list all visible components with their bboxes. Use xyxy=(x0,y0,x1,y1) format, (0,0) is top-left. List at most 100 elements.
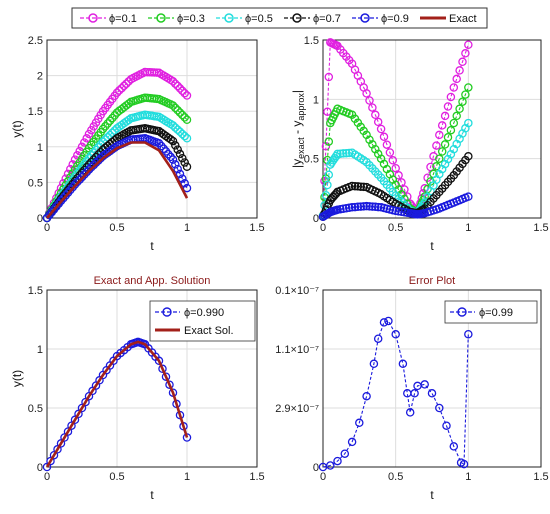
x-tick-label: 1.5 xyxy=(533,222,548,234)
legend-marker xyxy=(88,13,98,23)
data-point xyxy=(330,153,339,163)
panel-error-plot: 0 0.5 1 1.5 0 2.9×10⁻⁷ 1.1×10⁻⁷ 0.1×10⁻⁷ t Error … xyxy=(275,275,548,502)
data-point xyxy=(371,110,380,120)
y-tick-label: 1 xyxy=(37,142,43,154)
data-point xyxy=(63,188,73,197)
legend-label: Exact xyxy=(449,13,477,25)
data-point xyxy=(342,148,351,158)
plot-frame xyxy=(46,39,258,219)
data-point xyxy=(327,158,336,167)
x-tick-label: 1 xyxy=(184,222,190,234)
x-tick-label: 0 xyxy=(44,222,50,234)
x-tick-label: 1 xyxy=(184,471,190,483)
x-axis-label: t xyxy=(430,239,434,253)
y-tick-label: 0 xyxy=(313,213,319,225)
x-axis-label: t xyxy=(150,239,154,253)
data-point xyxy=(347,181,357,191)
data-point xyxy=(180,88,189,98)
data-point xyxy=(371,202,380,212)
data-point xyxy=(178,86,187,96)
legend-label: ϕ=0.1 xyxy=(109,13,137,25)
data-point xyxy=(326,160,335,169)
legend-marker xyxy=(156,13,166,23)
y-tick-label: 0.5 xyxy=(304,154,319,166)
data-point xyxy=(175,169,185,179)
data-point xyxy=(173,81,182,91)
data-point xyxy=(394,171,403,180)
plot-frame xyxy=(322,39,542,219)
legend-marker xyxy=(224,13,234,23)
series-line xyxy=(46,127,188,219)
data-point xyxy=(98,124,108,134)
data-point xyxy=(369,359,379,369)
data-point xyxy=(180,113,189,122)
data-point xyxy=(426,162,435,172)
data-point xyxy=(464,192,473,201)
data-point xyxy=(333,149,342,159)
x-tick-label: 0 xyxy=(320,471,326,483)
data-point xyxy=(59,193,68,203)
y-tick-label: 2 xyxy=(37,71,43,83)
data-point xyxy=(161,372,171,381)
data-point xyxy=(103,119,112,128)
data-point xyxy=(171,79,180,88)
data-point xyxy=(461,90,470,99)
data-point xyxy=(84,165,94,174)
x-tick-label: 1.5 xyxy=(249,471,264,483)
data-point xyxy=(464,83,473,92)
data-point xyxy=(446,92,456,102)
panel-legend-label: ϕ=0.99 xyxy=(479,307,513,319)
data-point xyxy=(124,115,133,125)
data-point xyxy=(388,156,398,165)
data-point xyxy=(158,364,167,374)
x-axis-label: t xyxy=(430,488,434,502)
data-point xyxy=(405,408,415,417)
data-point xyxy=(353,182,363,191)
y-tick-label: 1.5 xyxy=(28,285,43,297)
panel-legend: ϕ=0.99 xyxy=(444,300,538,324)
data-point xyxy=(449,83,459,92)
data-point xyxy=(452,111,461,121)
panel-legend-label: Exact Sol. xyxy=(184,325,234,337)
data-point xyxy=(446,125,456,135)
legend-marker xyxy=(292,13,302,23)
data-point xyxy=(108,128,117,138)
data-point xyxy=(362,391,371,401)
data-point xyxy=(344,148,354,158)
y-axis-label: |yexact - yapprox| xyxy=(290,90,306,168)
data-point xyxy=(437,121,447,130)
x-tick-label: 1.5 xyxy=(533,471,548,483)
data-point xyxy=(175,108,185,117)
data-point xyxy=(410,389,419,398)
data-point xyxy=(122,79,131,88)
data-point xyxy=(359,202,368,211)
data-point xyxy=(182,134,192,143)
data-point xyxy=(449,118,459,128)
data-point xyxy=(168,101,178,110)
data-point xyxy=(157,141,166,151)
panel-legend-marker xyxy=(162,307,172,317)
data-point xyxy=(173,125,182,134)
data-point xyxy=(178,110,187,120)
data-point xyxy=(373,117,383,127)
data-point xyxy=(437,147,447,156)
data-point xyxy=(124,99,133,108)
data-point xyxy=(175,127,185,137)
data-point xyxy=(70,180,80,189)
data-point xyxy=(182,162,192,171)
legend-marker xyxy=(360,13,370,23)
data-point xyxy=(168,121,178,130)
x-tick-label: 0.5 xyxy=(388,471,403,483)
data-point xyxy=(379,132,389,142)
data-point xyxy=(350,181,360,191)
data-point xyxy=(385,148,395,157)
y-tick-label: 0 xyxy=(37,213,43,225)
data-point xyxy=(164,149,173,159)
data-point xyxy=(420,380,429,389)
data-point xyxy=(173,106,182,115)
series-line xyxy=(322,87,469,216)
x-tick-label: 0.5 xyxy=(109,471,124,483)
data-point xyxy=(178,174,187,183)
data-point xyxy=(108,113,117,123)
